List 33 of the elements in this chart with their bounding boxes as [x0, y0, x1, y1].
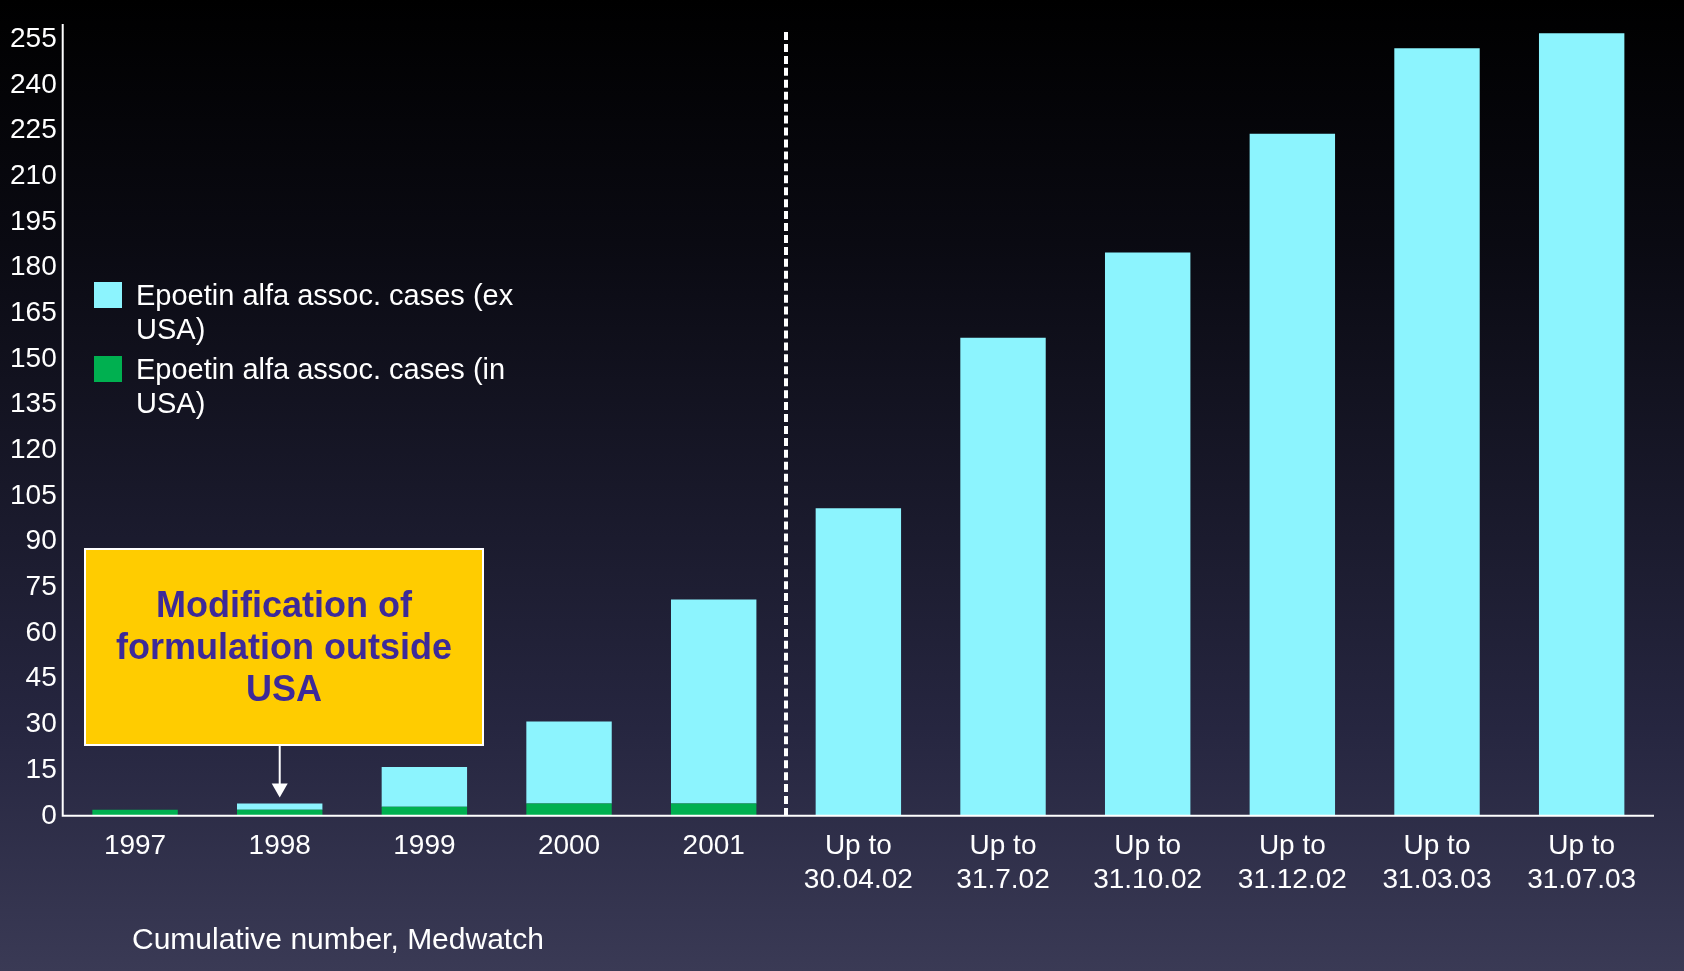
y-tick-label: 75	[25, 570, 57, 602]
x-tick-label: 2000	[537, 829, 601, 861]
y-tick-label: 135	[10, 387, 57, 419]
y-tick-label: 120	[10, 433, 57, 465]
x-tick-label: Up to 31.07.03	[1527, 829, 1637, 894]
y-tick-label: 0	[41, 798, 57, 830]
x-tick-label: Up to 30.04.02	[803, 829, 913, 894]
y-tick-label: 90	[25, 524, 57, 556]
annotation: Modification of formulation outside USA	[84, 548, 484, 746]
y-tick-label: 210	[10, 158, 57, 190]
y-tick-label: 225	[10, 113, 57, 145]
x-tick-label: Up to 31.03.03	[1382, 829, 1492, 894]
text: Cumulative number, Medwatch	[132, 922, 544, 956]
y-tick-label: 150	[10, 341, 57, 373]
y-tick-label: 180	[10, 250, 57, 282]
y-tick-label: 60	[25, 615, 57, 647]
y-tick-label: 105	[10, 478, 57, 510]
legend-label: Epoetin alfa assoc. cases (in USA)	[136, 352, 507, 420]
x-tick-label: Up to 31.10.02	[1093, 829, 1203, 894]
x-tick-label: Up to 31.12.02	[1237, 829, 1347, 894]
x-tick-label: 2001	[682, 829, 745, 861]
y-tick-label: 45	[25, 661, 57, 693]
y-tick-label: 165	[10, 296, 57, 328]
legend-label: Epoetin alfa assoc. cases (ex USA)	[136, 278, 515, 346]
x-tick-label: 1999	[393, 829, 456, 861]
x-tick-label: 1998	[248, 829, 311, 861]
y-tick-label: 195	[10, 204, 57, 236]
x-tick-label: 1997	[103, 829, 167, 861]
y-tick-label: 240	[10, 67, 57, 99]
y-tick-label: 15	[25, 752, 57, 784]
y-tick-label: 255	[10, 21, 57, 53]
y-tick-label: 30	[25, 707, 57, 739]
x-tick-label: Up to 31.7.02	[956, 829, 1050, 894]
